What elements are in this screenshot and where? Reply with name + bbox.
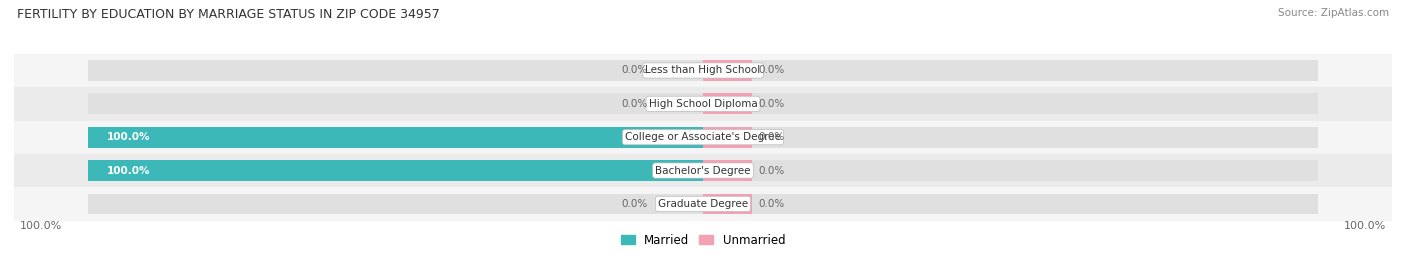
Bar	[703, 60, 752, 81]
Bar	[14, 54, 1392, 87]
Text: 0.0%: 0.0%	[758, 199, 785, 209]
Text: FERTILITY BY EDUCATION BY MARRIAGE STATUS IN ZIP CODE 34957: FERTILITY BY EDUCATION BY MARRIAGE STATU…	[17, 8, 440, 21]
Text: 0.0%: 0.0%	[758, 65, 785, 76]
Bar	[703, 60, 1319, 81]
Text: 0.0%: 0.0%	[621, 65, 648, 76]
Bar	[87, 94, 703, 114]
Text: 100.0%: 100.0%	[20, 221, 62, 231]
Bar	[87, 160, 703, 181]
Text: 0.0%: 0.0%	[621, 199, 648, 209]
Text: 0.0%: 0.0%	[758, 132, 785, 142]
Text: High School Diploma: High School Diploma	[648, 99, 758, 109]
Text: 0.0%: 0.0%	[758, 165, 785, 176]
Legend: Married, Unmarried: Married, Unmarried	[616, 229, 790, 251]
Text: Graduate Degree: Graduate Degree	[658, 199, 748, 209]
Text: 100.0%: 100.0%	[107, 132, 150, 142]
Text: 100.0%: 100.0%	[1344, 221, 1386, 231]
Bar	[703, 94, 752, 114]
Bar	[87, 194, 703, 214]
Bar	[703, 127, 1319, 147]
Text: 0.0%: 0.0%	[758, 99, 785, 109]
Text: Bachelor's Degree: Bachelor's Degree	[655, 165, 751, 176]
Bar	[703, 127, 752, 147]
Bar	[654, 60, 703, 81]
Text: 0.0%: 0.0%	[621, 99, 648, 109]
Bar	[14, 187, 1392, 221]
Bar	[87, 127, 703, 147]
Bar	[87, 160, 703, 181]
Bar	[654, 194, 703, 214]
Text: Less than High School: Less than High School	[645, 65, 761, 76]
Text: 100.0%: 100.0%	[107, 165, 150, 176]
Bar	[87, 127, 703, 147]
Text: Source: ZipAtlas.com: Source: ZipAtlas.com	[1278, 8, 1389, 18]
Bar	[703, 160, 1319, 181]
Bar	[14, 121, 1392, 154]
Text: College or Associate's Degree: College or Associate's Degree	[626, 132, 780, 142]
Bar	[703, 194, 752, 214]
Bar	[87, 60, 703, 81]
Bar	[14, 154, 1392, 187]
Bar	[703, 194, 1319, 214]
Bar	[703, 94, 1319, 114]
Bar	[14, 87, 1392, 121]
Bar	[703, 160, 752, 181]
Bar	[654, 94, 703, 114]
